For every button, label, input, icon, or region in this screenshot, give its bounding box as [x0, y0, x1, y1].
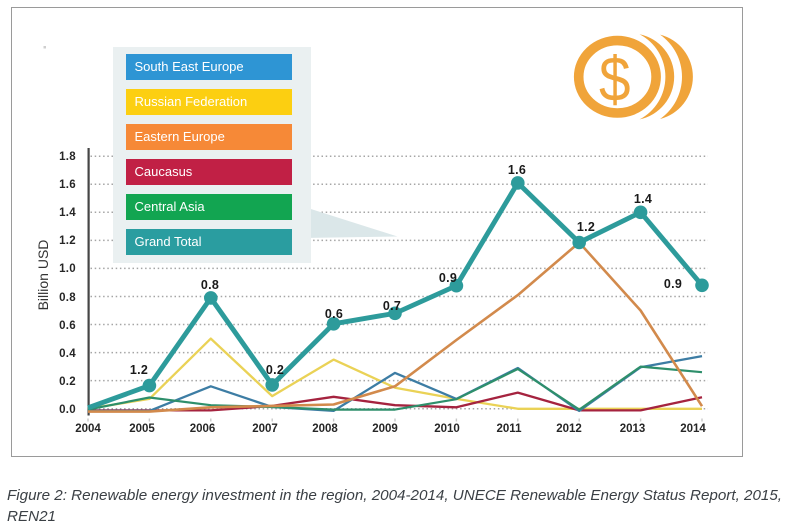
svg-text:$: $ — [599, 44, 631, 114]
